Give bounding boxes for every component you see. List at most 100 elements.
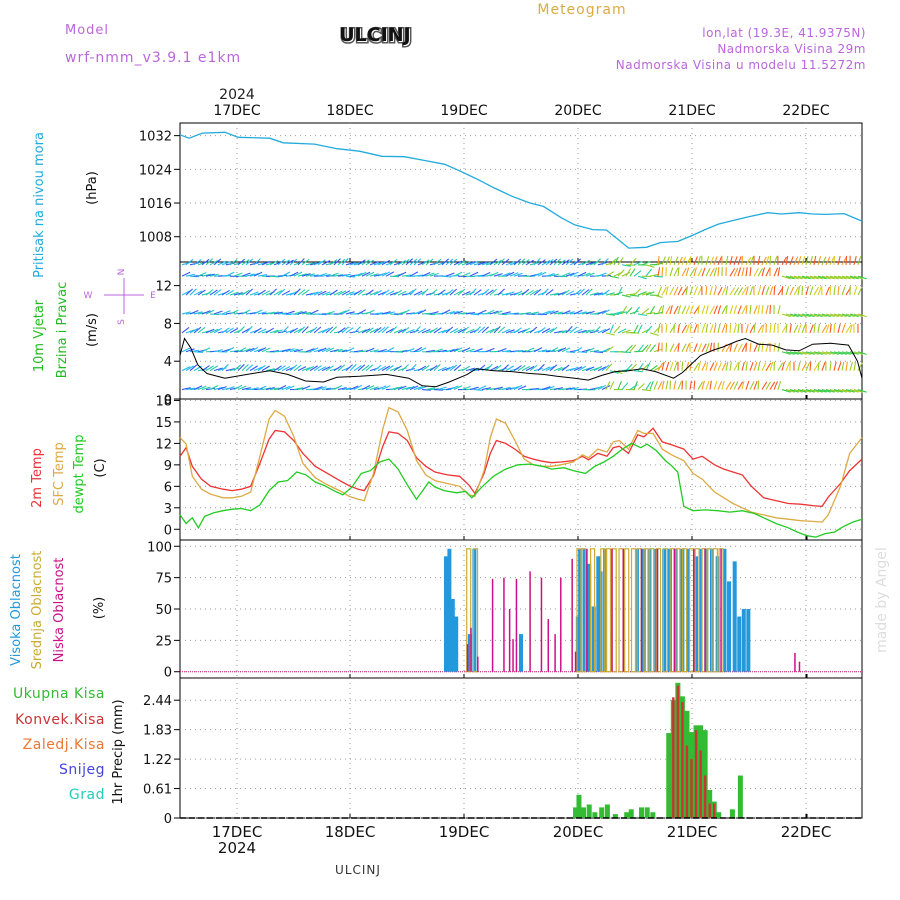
wind-arrow xyxy=(677,286,683,296)
wind-arrow xyxy=(841,286,846,296)
wind-arrow xyxy=(317,272,327,277)
wind-arrow xyxy=(429,311,439,315)
compass-s: S xyxy=(117,319,127,325)
wind-arrow xyxy=(481,326,489,334)
total-precip-bar xyxy=(702,730,708,818)
wind-arrow xyxy=(393,328,403,334)
wind-arrow xyxy=(745,286,749,296)
high-cloud-bar xyxy=(732,561,737,672)
wind-arrow xyxy=(525,289,534,296)
wind-arrow xyxy=(469,386,479,391)
wind-arrow xyxy=(485,309,495,315)
wind-arrow xyxy=(701,305,706,315)
wind-arrow xyxy=(221,289,230,296)
wind-arrow xyxy=(453,290,463,296)
wind-arrow xyxy=(601,385,611,391)
wind-arrow xyxy=(821,324,828,334)
wind-arrow xyxy=(693,286,698,296)
wind-arrow xyxy=(709,256,715,266)
wind-arrow xyxy=(749,342,752,352)
mid-cloud-bar xyxy=(712,548,718,673)
wind-arrow xyxy=(657,323,661,333)
wind-arrow xyxy=(429,289,438,296)
wind-arrow xyxy=(289,271,299,277)
high-cloud-bar xyxy=(467,634,472,672)
wind-arrow xyxy=(437,366,447,372)
wind-arrow xyxy=(229,309,239,315)
wind-arrow xyxy=(493,386,503,391)
legend-snijeg: Snijeg xyxy=(59,762,105,778)
wind-arrow xyxy=(649,273,659,277)
wind-arrow xyxy=(205,365,214,372)
wind-arrow xyxy=(569,366,579,372)
wind-arrow xyxy=(613,325,621,334)
wind-arrow xyxy=(325,310,335,315)
wind-arrow xyxy=(373,312,383,315)
wind-arrow xyxy=(305,348,315,353)
wind-arrow xyxy=(765,362,772,371)
wind-arrow xyxy=(197,272,207,277)
total-precip-bar xyxy=(612,814,618,818)
wind-arrow xyxy=(341,258,349,266)
wind-arrow xyxy=(305,273,315,277)
wind-arrow xyxy=(489,310,499,315)
wind-arrow xyxy=(853,361,857,371)
wind-arrow xyxy=(785,389,795,393)
wind-arrow xyxy=(213,327,222,334)
wind-arrow xyxy=(221,363,229,372)
wind-arrow xyxy=(633,288,641,296)
y-tick-label: 8 xyxy=(164,317,172,332)
wind-arrow xyxy=(793,313,803,318)
mid-cloud-bar xyxy=(580,548,587,673)
wind-arrow xyxy=(769,286,774,296)
wind-arrow xyxy=(449,348,459,353)
wind-arrow xyxy=(333,385,343,391)
wind-arrow xyxy=(253,271,263,277)
wind-arrow xyxy=(833,389,843,393)
wind-arrow xyxy=(425,272,435,277)
wind-arrow xyxy=(761,381,768,390)
wind-arrow xyxy=(837,323,841,333)
wind-arrow xyxy=(317,259,326,266)
wind-arrow xyxy=(845,361,848,371)
wind-arrow xyxy=(741,287,747,296)
wind-arrow xyxy=(193,259,202,266)
wind-arrow xyxy=(453,385,463,391)
wind-arrow xyxy=(501,272,511,277)
wind-arrow xyxy=(801,256,806,265)
total-precip-bar xyxy=(666,733,672,818)
total-precip-bar xyxy=(592,812,598,818)
wind-arrow xyxy=(397,259,407,266)
wind-arrow xyxy=(197,385,207,391)
wind-arrow xyxy=(329,289,338,296)
wind-arrow xyxy=(297,366,307,372)
wind-arrow xyxy=(629,294,639,297)
wind-arrow xyxy=(445,326,454,334)
wind-arrow xyxy=(745,304,748,315)
wind-arrow xyxy=(669,286,675,296)
wind-arrow xyxy=(589,292,599,296)
wind-arrow xyxy=(429,262,439,266)
wind-arrow xyxy=(213,367,223,372)
wind-arrow xyxy=(673,362,678,371)
wind-arrow xyxy=(293,288,301,296)
station-title-front: ULCINJ xyxy=(339,24,411,46)
wind-arrow xyxy=(677,305,682,315)
wind-arrow xyxy=(837,313,847,318)
wind-arrow xyxy=(773,267,779,277)
wind-arrow xyxy=(801,362,807,371)
precipitation-panel: 0 0.61 1.22 1.83 2.44 xyxy=(143,677,863,827)
wind-arrow xyxy=(813,313,823,318)
wind-arrow xyxy=(341,290,351,296)
wind-arrow xyxy=(409,271,419,277)
wind-arrow xyxy=(581,367,591,372)
wind-arrow xyxy=(745,380,750,390)
wind-arrow xyxy=(281,348,291,353)
wind-arrow xyxy=(721,362,727,371)
wind-arrow xyxy=(717,305,722,315)
wind-arrow xyxy=(709,342,713,352)
conv-precip-bar xyxy=(690,759,693,818)
total-precip-bar xyxy=(650,812,656,818)
wind-arrow xyxy=(553,348,563,353)
y-tick-label: 25 xyxy=(155,634,172,649)
